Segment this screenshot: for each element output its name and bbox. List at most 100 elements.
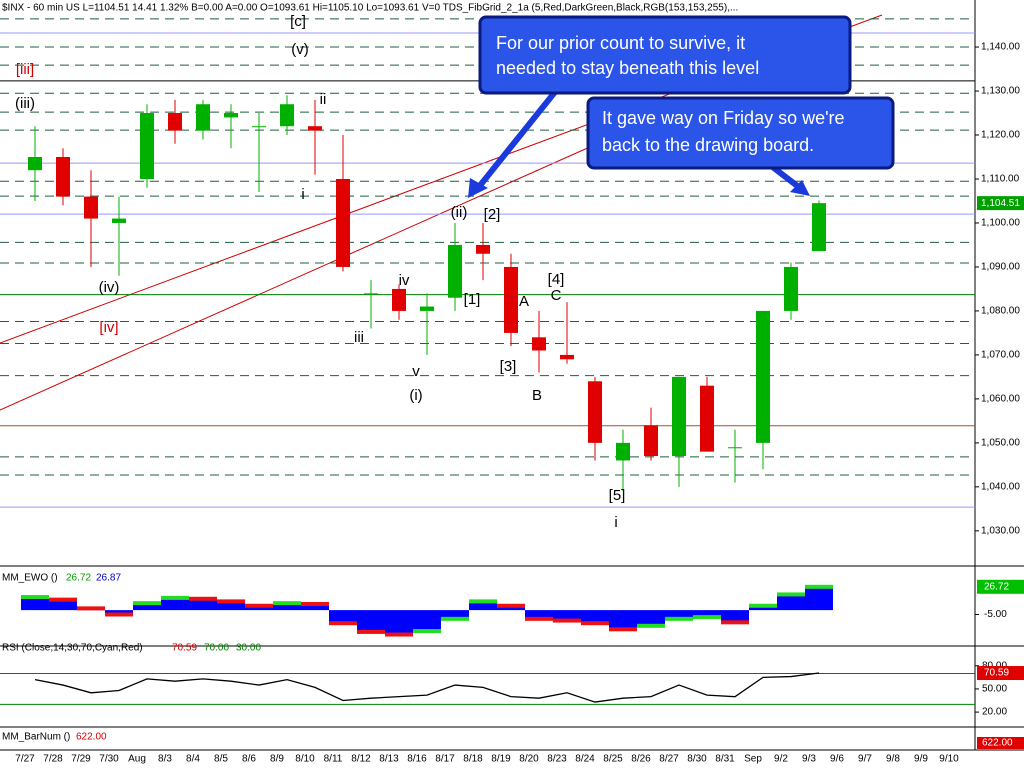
- ewo-bar: [553, 610, 581, 621]
- arrow-head: [468, 178, 488, 198]
- ewo-signal: [189, 596, 217, 601]
- ewo-signal: [217, 599, 245, 604]
- ewo-bar: [749, 605, 777, 611]
- ewo-signal: [497, 603, 525, 608]
- ewo-signal: [749, 603, 777, 608]
- candle-body: [140, 113, 154, 179]
- wave-label: [c]: [290, 13, 306, 30]
- ewo-signal: [693, 615, 721, 620]
- ewo-signal: [21, 595, 49, 600]
- barnum-value: 622.00: [76, 732, 107, 743]
- ewo-bar: [301, 604, 329, 611]
- ewo-bar: [777, 594, 805, 611]
- candle-body: [280, 104, 294, 127]
- candle-body: [700, 385, 714, 452]
- ewo-signal: [581, 621, 609, 626]
- callout-text: back to the drawing board.: [602, 135, 814, 155]
- ewo-bar: [161, 597, 189, 611]
- ewo-bar: [329, 610, 357, 624]
- x-tick-label: 9/3: [802, 754, 816, 765]
- wave-label: iii: [354, 329, 364, 346]
- candle-body: [112, 218, 126, 223]
- y-tick-label: 1,050.00: [981, 438, 1020, 449]
- wave-label: B: [532, 387, 542, 404]
- ewo-value-box: [977, 579, 1024, 594]
- candle-body: [364, 293, 378, 295]
- callout-box: [586, 96, 895, 170]
- ewo-signal: [329, 621, 357, 626]
- wave-label: (iv): [99, 279, 120, 296]
- ewo-signal: [357, 629, 385, 634]
- wave-label: [1]: [464, 291, 481, 308]
- candle-body: [756, 310, 770, 443]
- x-tick-label: 9/10: [939, 754, 959, 765]
- ewo-signal: [609, 627, 637, 632]
- candle-body: [308, 126, 322, 131]
- y-tick-label: 50.00: [982, 684, 1007, 695]
- ewo-signal: [805, 584, 833, 589]
- arrow-head: [790, 180, 810, 196]
- ewo-signal: [105, 612, 133, 617]
- y-tick-label: 1,060.00: [981, 394, 1020, 405]
- x-tick-label: 7/27: [15, 754, 35, 765]
- ewo-legend-value: 26.87: [96, 573, 121, 584]
- x-tick-label: 8/3: [158, 754, 172, 765]
- candle-body: [644, 425, 658, 457]
- x-tick-label: 8/11: [324, 754, 343, 765]
- ewo-bar: [805, 586, 833, 611]
- ewo-bar: [665, 610, 693, 619]
- ewo-legend-value: 26.72: [66, 573, 91, 584]
- ewo-bar: [217, 601, 245, 611]
- y-tick-label: 1,130.00: [981, 86, 1020, 97]
- barnum-box-label: 622.00: [982, 738, 1013, 749]
- x-tick-label: 8/26: [631, 754, 651, 765]
- barnum-title: MM_BarNum (): [2, 732, 70, 743]
- x-tick-label: 7/29: [71, 754, 91, 765]
- ewo-signal: [525, 616, 553, 621]
- wave-label: (ii): [451, 204, 468, 221]
- x-tick-label: 8/9: [270, 754, 284, 765]
- wave-label: [iv]: [99, 319, 118, 336]
- rsi-value-label: 70.59: [984, 668, 1009, 679]
- ewo-signal: [49, 597, 77, 602]
- x-tick-label: 8/5: [214, 754, 228, 765]
- candle-body: [448, 244, 462, 298]
- candle-body: [588, 381, 602, 443]
- callout-text: For our prior count to survive, it: [496, 33, 745, 53]
- candle-body: [532, 337, 546, 351]
- ewo-bar: [441, 610, 469, 619]
- x-tick-label: 8/27: [659, 754, 679, 765]
- x-tick-label: 8/24: [575, 754, 595, 765]
- x-tick-label: Sep: [744, 754, 762, 765]
- candle-body: [56, 157, 70, 197]
- candle-body: [812, 203, 826, 252]
- candle-body: [728, 447, 742, 449]
- ewo-signal: [721, 620, 749, 625]
- x-tick-label: 8/31: [715, 754, 735, 765]
- ewo-bar: [693, 610, 721, 618]
- candle-body: [784, 266, 798, 311]
- y-tick-label: 1,030.00: [981, 525, 1020, 536]
- ewo-title: MM_EWO (): [2, 573, 58, 584]
- rsi-value-box: [977, 666, 1024, 681]
- y-tick-label: 1,140.00: [981, 42, 1020, 53]
- candle-body: [560, 354, 574, 360]
- y-tick-label: 80.00: [982, 660, 1007, 671]
- x-tick-label: 9/7: [858, 754, 872, 765]
- candle-body: [392, 288, 406, 311]
- ewo-bar: [385, 610, 413, 635]
- ewo-signal: [665, 616, 693, 621]
- callout-text: needed to stay beneath this level: [496, 58, 759, 78]
- ewo-bar: [637, 610, 665, 626]
- last-price-box: [977, 196, 1024, 211]
- ewo-signal: [637, 623, 665, 628]
- candle-body: [224, 113, 238, 118]
- x-tick-label: 9/2: [774, 754, 788, 765]
- y-tick-label: 20.00: [982, 707, 1007, 718]
- x-tick-label: 8/23: [547, 754, 567, 765]
- ewo-value-label: 26.72: [984, 581, 1009, 592]
- x-tick-label: 7/28: [43, 754, 63, 765]
- x-tick-label: 8/12: [351, 754, 371, 765]
- ewo-signal: [161, 595, 189, 600]
- y-tick-label: 1,080.00: [981, 306, 1020, 317]
